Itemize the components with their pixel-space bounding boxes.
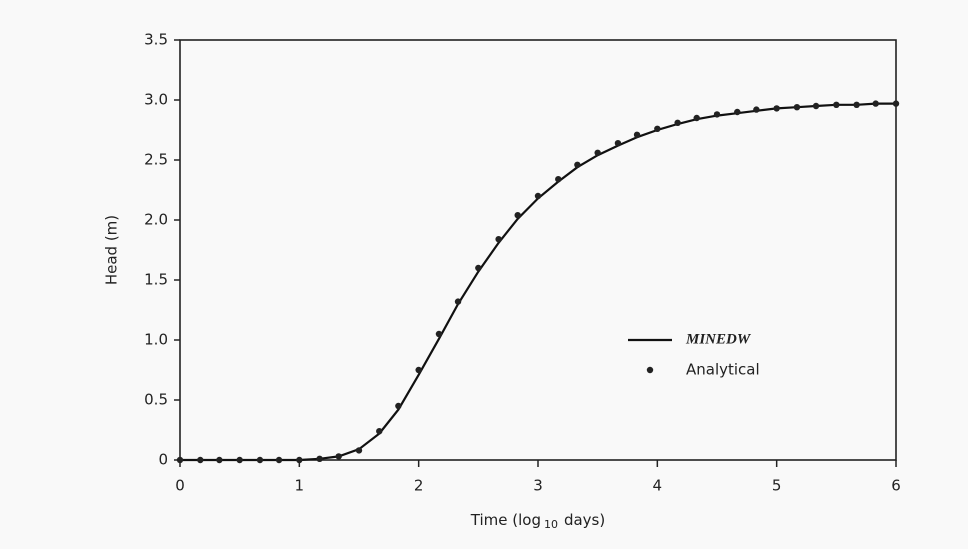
- scatter-point: [674, 119, 681, 127]
- x-axis-label: Time (log 10 days): [470, 511, 605, 532]
- scatter-point: [454, 298, 462, 305]
- x-tick-label: 0: [175, 477, 185, 495]
- scatter-point: [236, 456, 243, 464]
- scatter-point: [415, 366, 422, 374]
- scatter-point: [693, 114, 700, 122]
- scatter-point: [355, 447, 363, 454]
- scatter-point: [853, 101, 860, 109]
- x-tick-label: 6: [891, 477, 901, 495]
- scatter-point: [833, 101, 840, 109]
- scatter-point: [555, 176, 562, 183]
- scatter-point: [256, 456, 264, 464]
- y-tick-label: 3.0: [144, 91, 168, 109]
- legend-label: MINEDW: [685, 331, 752, 347]
- scatter-point: [216, 456, 223, 464]
- scatter-point: [534, 192, 542, 200]
- x-label-sub: 10: [544, 518, 558, 531]
- scatter-point: [335, 453, 342, 460]
- x-label-end: days): [564, 511, 605, 529]
- scatter-point: [633, 131, 641, 138]
- y-tick-label: 1.0: [144, 331, 168, 349]
- y-tick-label: 0: [158, 451, 168, 469]
- scatter-point: [395, 402, 402, 410]
- x-tick-label: 2: [414, 477, 424, 495]
- scatter-point: [435, 330, 443, 338]
- scatter-point: [495, 236, 502, 243]
- x-tick-label: 1: [295, 477, 305, 495]
- scatter-point: [734, 108, 741, 116]
- scatter-point: [614, 140, 622, 147]
- x-tick-label: 4: [653, 477, 663, 495]
- x-tick-label: 5: [772, 477, 782, 495]
- scatter-point: [316, 455, 323, 462]
- x-label-main: Time (log: [470, 511, 541, 529]
- scatter-point: [475, 264, 482, 272]
- scatter-point: [753, 106, 760, 113]
- scatter-point: [773, 105, 780, 112]
- scatter-point: [872, 100, 879, 107]
- scatter-point: [197, 456, 204, 464]
- scatter-point: [275, 456, 283, 464]
- legend-label: Analytical: [686, 361, 760, 379]
- scatter-point: [594, 149, 601, 156]
- scatter-point: [176, 456, 184, 464]
- scatter-point: [654, 125, 661, 132]
- y-tick-label: 3.5: [144, 31, 168, 49]
- scatter-point: [514, 212, 521, 219]
- scatter-point: [812, 102, 820, 110]
- scatter-point: [892, 100, 900, 107]
- y-tick-label: 1.5: [144, 271, 168, 289]
- scatter-point: [793, 104, 801, 111]
- scatter-point: [296, 456, 303, 464]
- scatter-point: [713, 111, 721, 118]
- y-tick-label: 0.5: [144, 391, 168, 409]
- legend-swatch: [646, 366, 654, 374]
- scatter-point: [376, 428, 383, 435]
- y-axis-label: Head (m): [103, 215, 121, 285]
- x-tick-label: 3: [533, 477, 543, 495]
- y-tick-label: 2.5: [144, 151, 168, 169]
- y-tick-label: 2.0: [144, 211, 168, 229]
- scatter-point: [574, 161, 581, 168]
